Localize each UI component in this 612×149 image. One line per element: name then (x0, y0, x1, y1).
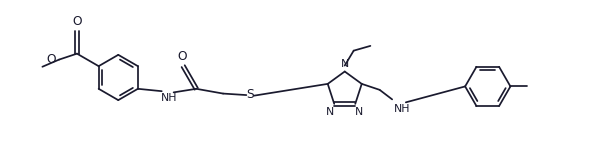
Text: O: O (47, 53, 56, 66)
Text: N: N (341, 59, 349, 69)
Text: NH: NH (161, 93, 177, 103)
Text: S: S (246, 88, 254, 101)
Text: O: O (72, 15, 82, 28)
Text: O: O (177, 50, 187, 63)
Text: N: N (326, 107, 334, 117)
Text: N: N (356, 107, 364, 117)
Text: NH: NH (394, 104, 411, 114)
